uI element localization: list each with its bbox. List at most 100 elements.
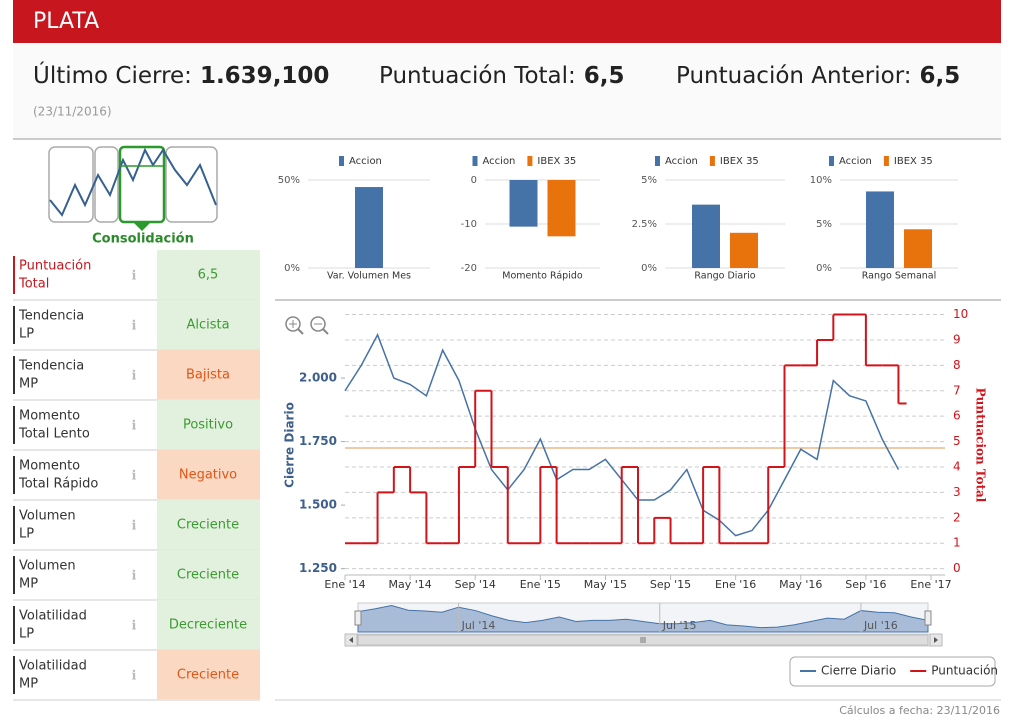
indicator-marker <box>13 356 15 394</box>
indicator-label: Total Rápido <box>18 477 98 492</box>
info-icon: ℹ <box>132 469 137 484</box>
x-tick-label: May '15 <box>584 578 627 591</box>
indicator-label: Volatilidad <box>19 659 87 674</box>
legend-label: IBEX 35 <box>720 156 759 167</box>
summary-item: Último Cierre: 1.639,100 <box>33 61 329 89</box>
y-tick-label: 1.750 <box>299 434 337 448</box>
legend-label: IBEX 35 <box>537 156 576 167</box>
y2-tick-label: 0 <box>953 561 961 575</box>
y2-tick-label: 2 <box>953 510 961 524</box>
y2-tick-label: 1 <box>953 536 961 550</box>
y-tick-label: 0% <box>641 263 657 274</box>
y-tick-label: 50% <box>278 175 300 186</box>
legend-label: Puntuación <box>931 664 998 678</box>
summary-label: Puntuación Total: <box>379 63 576 89</box>
indicator-value-bg <box>157 350 260 399</box>
info-icon: ℹ <box>132 419 137 434</box>
summary-item: Puntuación Total: 6,5 <box>379 63 625 89</box>
category-label: Momento Rápido <box>502 271 583 282</box>
y2-tick-label: 4 <box>953 460 961 474</box>
y-tick-label: 0 <box>471 175 477 186</box>
legend-swatch <box>655 156 660 166</box>
indicator-value-bg <box>157 250 260 299</box>
indicator-value-bg <box>157 400 260 449</box>
legend-swatch <box>709 156 715 166</box>
indicator-value: Decreciente <box>169 618 247 633</box>
category-label: Rango Diario <box>694 271 755 282</box>
indicator-label: LP <box>19 327 34 342</box>
y-tick-label: 10% <box>810 175 832 186</box>
summary-label: Último Cierre: <box>33 61 192 89</box>
x-tick-label: Ene '17 <box>910 578 951 591</box>
info-icon: ℹ <box>132 519 137 534</box>
info-icon: ℹ <box>132 669 137 684</box>
y-tick-label: -10 <box>461 219 477 230</box>
legend-box <box>789 656 996 687</box>
y2-axis-title: Puntuacion Total <box>974 388 988 503</box>
x-tick-label: Sep '15 <box>650 578 691 591</box>
summary-value: 6,5 <box>584 63 625 89</box>
indicator-value-bg <box>157 500 260 549</box>
info-icon: ℹ <box>132 269 137 284</box>
y-tick-label: -20 <box>461 263 477 274</box>
bar <box>547 180 576 237</box>
x-tick-label: May '16 <box>779 578 822 591</box>
y2-tick-label: 6 <box>953 409 961 423</box>
trend-label: Consolidación <box>92 232 194 247</box>
y-tick-label: 1.250 <box>299 561 337 575</box>
x-tick-label: Sep '14 <box>455 578 496 591</box>
legend-label: Accion <box>839 156 872 167</box>
navigator-tick-label: Jul '16 <box>863 619 898 632</box>
y-axis-title: Cierre Diario <box>283 402 297 488</box>
y-tick-label: 1.500 <box>299 498 337 512</box>
indicator-value-bg <box>157 600 260 649</box>
navigator-handle[interactable] <box>924 610 932 626</box>
page-title: PLATA <box>33 9 99 34</box>
legend-swatch <box>829 156 834 166</box>
y-tick-label: 5% <box>641 175 657 186</box>
indicator-label: MP <box>19 677 38 692</box>
scrollbar[interactable] <box>344 633 943 647</box>
y2-tick-label: 8 <box>953 358 961 372</box>
indicator-marker <box>13 256 15 294</box>
x-tick-label: Ene '15 <box>520 578 561 591</box>
y2-tick-label: 9 <box>953 332 961 346</box>
indicator-label: Total Lento <box>18 427 90 442</box>
indicator-label: MP <box>19 377 38 392</box>
y-tick-label: 2.5% <box>632 219 657 230</box>
y2-tick-label: 10 <box>953 307 968 321</box>
indicator-marker <box>13 606 15 644</box>
y2-tick-label: 7 <box>953 383 961 397</box>
indicator-value: Positivo <box>183 418 233 433</box>
bar <box>866 191 894 268</box>
legend-swatch <box>339 156 344 166</box>
legend-label: Accion <box>483 156 516 167</box>
summary-value: 1.639,100 <box>200 63 330 89</box>
zoom-controls[interactable] <box>285 316 329 335</box>
trend-icon <box>48 145 218 231</box>
navigator-handle[interactable] <box>354 610 362 626</box>
legend-label: IBEX 35 <box>894 156 933 167</box>
summary-date: (23/11/2016) <box>33 105 112 119</box>
bar <box>904 229 932 268</box>
legend-label: Cierre Diario <box>821 664 896 678</box>
summary-label: Puntuación Anterior: <box>676 63 912 89</box>
summary-value: 6,5 <box>920 63 961 89</box>
indicator-value-bg <box>157 550 260 599</box>
legend-swatch <box>527 156 533 166</box>
indicator-value: Creciente <box>177 568 239 583</box>
legend-label: Accion <box>665 156 698 167</box>
indicator-marker <box>13 306 15 344</box>
info-icon: ℹ <box>132 369 137 384</box>
summary-bg <box>13 44 1001 139</box>
navigator-tick-label: Jul '15 <box>662 619 697 632</box>
indicator-value: 6,5 <box>198 268 219 283</box>
indicator-value: Bajista <box>186 368 230 383</box>
bar <box>692 204 720 268</box>
indicator-value: Negativo <box>179 468 237 483</box>
indicator-value: Creciente <box>177 668 239 683</box>
indicator-label: Tendencia <box>18 359 84 374</box>
indicator-value-bg <box>157 300 260 349</box>
indicator-label: Momento <box>19 459 80 474</box>
indicator-marker <box>13 406 15 444</box>
